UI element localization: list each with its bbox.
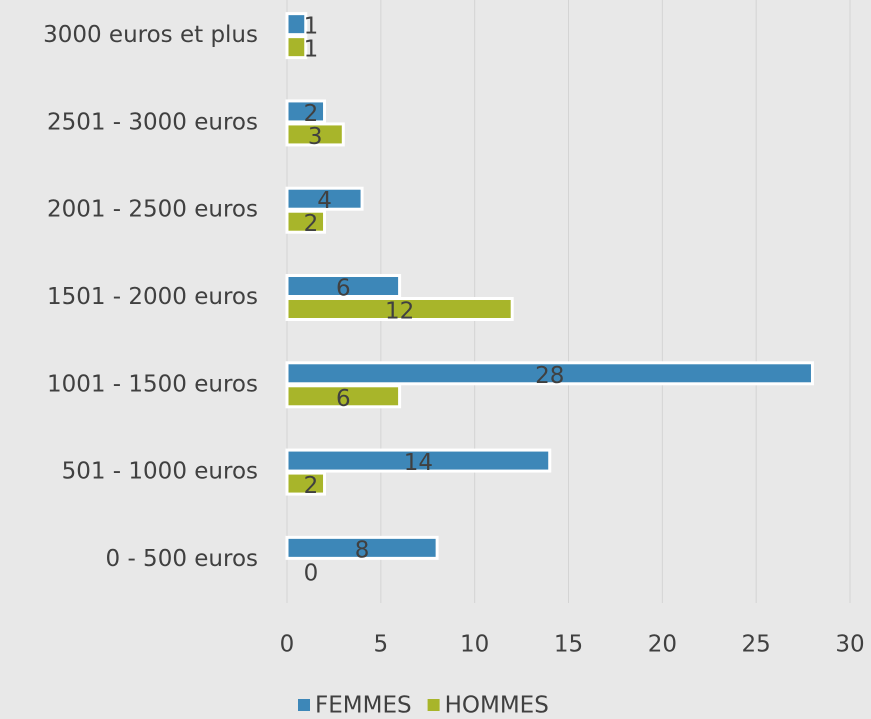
value-label: 2 (304, 473, 319, 499)
y-tick-label: 2501 - 3000 euros (47, 109, 258, 135)
value-label: 8 (355, 537, 370, 563)
bar (285, 361, 814, 386)
x-tick-label: 25 (742, 632, 771, 658)
y-tick-label: 1501 - 2000 euros (47, 284, 258, 310)
bar (285, 35, 308, 60)
bar (285, 209, 327, 234)
y-tick-label: 3000 euros et plus (43, 22, 258, 48)
value-label: 1 (304, 14, 319, 40)
value-label: 2 (304, 101, 319, 127)
y-tick-label: 0 - 500 euros (106, 546, 259, 572)
bar (285, 535, 439, 560)
legend-label: FEMMES (315, 693, 412, 719)
legend-swatch (298, 699, 310, 711)
bar (285, 471, 327, 496)
bar (285, 99, 327, 124)
value-label: 2 (304, 211, 319, 237)
bar (285, 122, 345, 147)
value-label: 6 (336, 386, 351, 412)
bar (285, 12, 308, 37)
bar (285, 274, 402, 298)
value-label: 28 (535, 363, 564, 389)
value-label: 4 (317, 188, 332, 214)
y-tick-label: 2001 - 2500 euros (47, 197, 258, 223)
legend-label: HOMMES (445, 693, 549, 719)
y-tick-label: 1001 - 1500 euros (47, 371, 258, 397)
x-tick-label: 10 (460, 632, 489, 658)
value-label: 3 (308, 124, 323, 150)
x-tick-label: 30 (835, 632, 864, 658)
x-tick-label: 20 (648, 632, 677, 658)
y-tick-label: 501 - 1000 euros (62, 459, 258, 485)
bar (285, 384, 402, 409)
bar (285, 448, 552, 473)
value-label: 12 (385, 299, 414, 325)
x-tick-label: 15 (554, 632, 583, 658)
bar (285, 297, 514, 321)
bar (285, 186, 364, 211)
value-label: 0 (304, 560, 319, 586)
x-tick-label: 0 (280, 632, 295, 658)
value-label: 6 (336, 276, 351, 302)
x-tick-label: 5 (374, 632, 389, 658)
value-label: 1 (304, 37, 319, 63)
legend-swatch (427, 699, 440, 711)
value-label: 14 (404, 450, 433, 476)
